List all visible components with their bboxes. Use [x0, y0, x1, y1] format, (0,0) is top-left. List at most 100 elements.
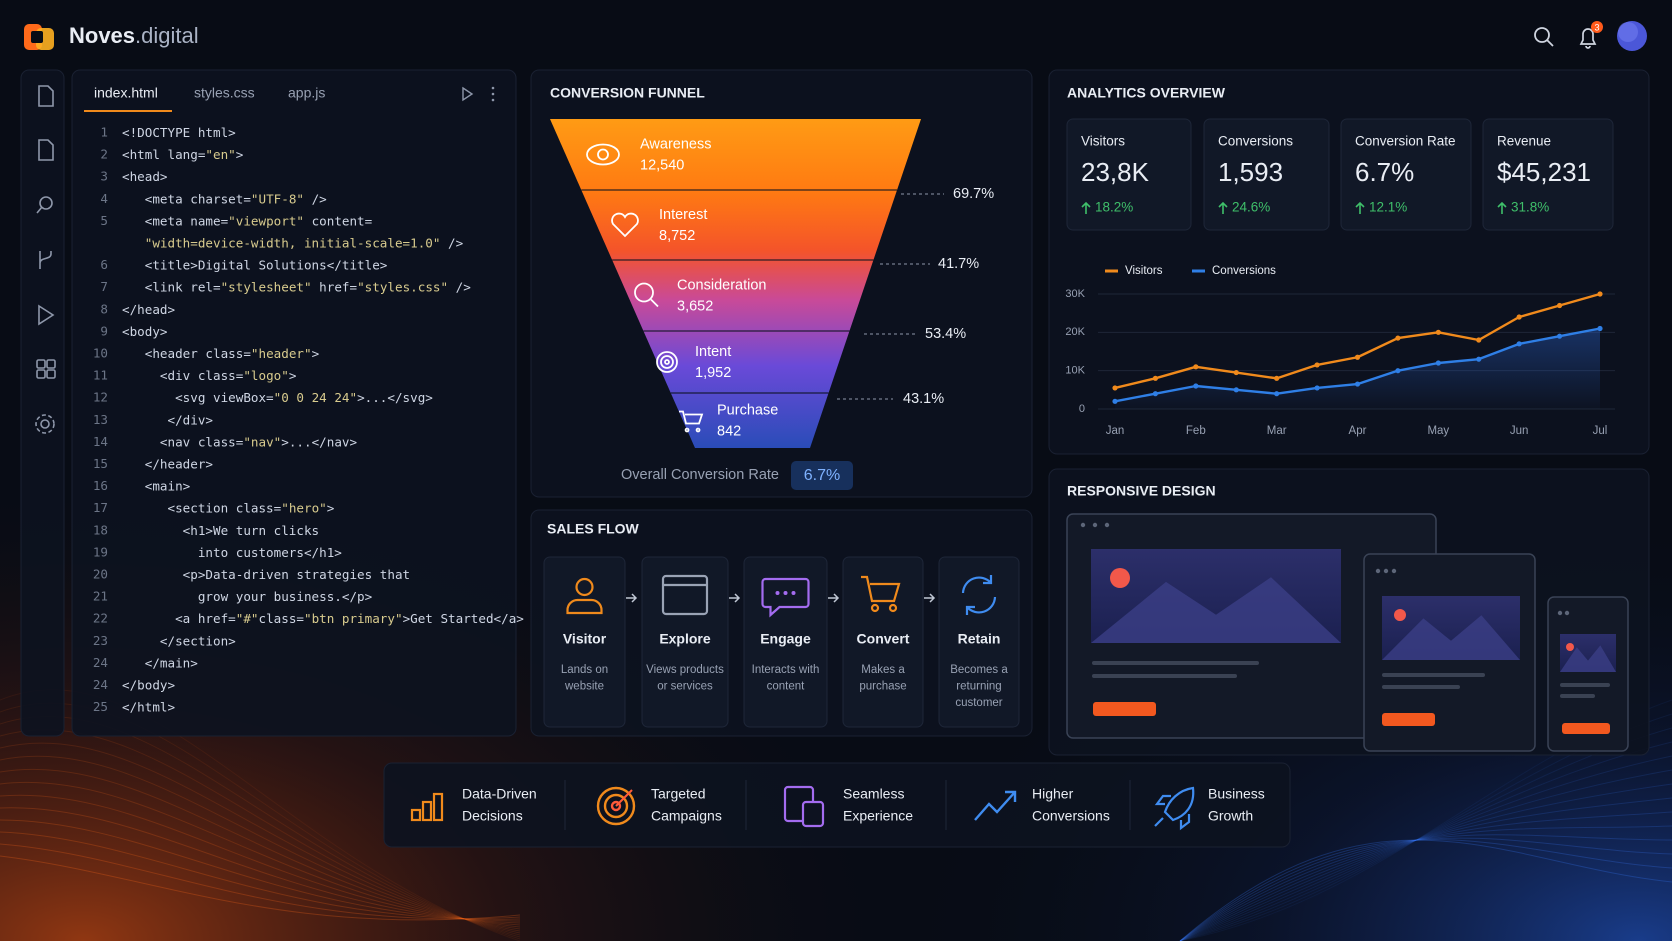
code-line: into customers</h1>	[122, 544, 342, 559]
point	[1354, 354, 1361, 360]
point	[1193, 383, 1199, 389]
x-tick-label: Feb	[1186, 425, 1206, 437]
line-number: 17	[93, 500, 108, 515]
kpi-card	[1482, 118, 1614, 231]
wave-orange	[0, 843, 521, 920]
sidebar-icon[interactable]	[38, 85, 54, 107]
flow-icon	[566, 598, 603, 615]
editor-tab[interactable]: app.js	[288, 85, 325, 101]
line-number: 6	[100, 257, 108, 272]
sidebar-icon[interactable]	[35, 414, 55, 434]
line-number: 1	[100, 125, 108, 140]
editor-panel	[71, 69, 517, 737]
code-line: grow your business.</p>	[122, 589, 373, 604]
x-tick-label: Jan	[1106, 425, 1125, 437]
code-line: <head>	[122, 169, 168, 184]
avatar-shade	[1618, 22, 1638, 42]
flow-step-title: Visitor	[563, 631, 607, 647]
legend-label: Conversions	[1212, 265, 1276, 277]
feature-label: Higher	[1032, 786, 1074, 802]
code-line: <meta name="viewport" content=	[122, 213, 373, 228]
line-number: 25	[93, 699, 108, 714]
line-number: 16	[93, 478, 108, 493]
point	[1233, 369, 1239, 376]
flow-icon	[861, 575, 901, 603]
stage-name: Awareness	[640, 136, 711, 152]
wave-orange	[0, 768, 521, 930]
flow-step-description: or services	[657, 681, 713, 693]
point	[1556, 333, 1563, 339]
line-number: 4	[100, 191, 108, 206]
feature-label: Business	[1208, 786, 1265, 802]
editor-tab[interactable]: index.html	[94, 85, 158, 101]
wave-blue	[1179, 811, 1672, 941]
kpi-change: 24.6%	[1232, 200, 1270, 215]
conversion-rate: 69.7%	[953, 186, 994, 202]
kpi-change: 31.8%	[1511, 200, 1549, 215]
code-line: </head>	[122, 301, 175, 316]
feature-label: Experience	[843, 808, 913, 824]
wave-blue	[1179, 797, 1672, 941]
kpi-change: 12.1%	[1369, 200, 1407, 215]
flow-step-description: Makes a	[861, 664, 905, 676]
wave-blue	[1179, 783, 1672, 941]
flow-step-description: Views products	[646, 664, 724, 676]
feature-icon	[421, 800, 433, 822]
flow-icon	[888, 603, 898, 613]
stage-name: Intent	[695, 344, 731, 360]
search-icon[interactable]	[1534, 27, 1550, 43]
flow-step-description: website	[564, 681, 604, 693]
sidebar-icon[interactable]	[40, 419, 50, 429]
more-icon	[491, 92, 495, 96]
device-dot	[1557, 610, 1563, 616]
kpi-card	[1340, 118, 1472, 231]
kpi-label: Conversion Rate	[1355, 134, 1456, 149]
device-mountains	[1560, 645, 1616, 672]
point	[1435, 329, 1441, 335]
sidebar-icon[interactable]	[39, 196, 53, 210]
kpi-value: $45,231	[1497, 157, 1591, 187]
line-number: 14	[93, 434, 108, 449]
kpi-up-arrow	[1218, 201, 1228, 214]
flow-icon	[761, 577, 810, 618]
point	[1435, 360, 1441, 366]
flow-step-title: Engage	[760, 631, 811, 647]
line-number: 3	[100, 169, 108, 184]
flow-icon	[775, 591, 780, 595]
flow-card	[842, 556, 924, 728]
sidebar-icon[interactable]	[36, 359, 46, 369]
point	[1152, 391, 1159, 397]
kpi-value: 23,8K	[1081, 157, 1150, 187]
kpi-up-arrow	[1355, 201, 1365, 214]
panel-title: SALES FLOW	[547, 521, 640, 537]
feature-icon	[432, 792, 444, 822]
device-text-line	[1382, 673, 1485, 677]
wave-blue	[1179, 769, 1672, 941]
flow-icon	[661, 574, 709, 616]
flow-step-title: Convert	[857, 631, 910, 647]
stage-value: 3,652	[677, 298, 713, 314]
point	[1516, 341, 1522, 347]
editor-tab[interactable]: styles.css	[194, 85, 255, 101]
run-icon[interactable]	[462, 86, 474, 102]
point	[1233, 387, 1239, 393]
y-tick-label: 0	[1079, 403, 1085, 415]
conversion-rate: 43.1%	[903, 391, 944, 407]
kpi-card	[1203, 118, 1330, 231]
kpi-label: Visitors	[1081, 134, 1125, 149]
sidebar-icon[interactable]	[46, 369, 56, 379]
stage-icon	[597, 148, 609, 161]
wave-blue	[1179, 834, 1672, 941]
sidebar-icon[interactable]	[38, 304, 55, 326]
line-number: 10	[93, 346, 108, 361]
bell-icon[interactable]	[1579, 28, 1597, 49]
sidebar-icon[interactable]	[46, 359, 56, 369]
sidebar-icon[interactable]	[39, 251, 52, 269]
sidebar-icon[interactable]	[36, 369, 46, 379]
feature-label: Decisions	[462, 808, 523, 824]
sidebar-icon[interactable]	[38, 139, 54, 161]
flow-arrow	[924, 593, 936, 603]
notification-badge	[1591, 21, 1603, 33]
wave-blue	[1179, 741, 1672, 941]
feature-icon	[596, 786, 636, 826]
